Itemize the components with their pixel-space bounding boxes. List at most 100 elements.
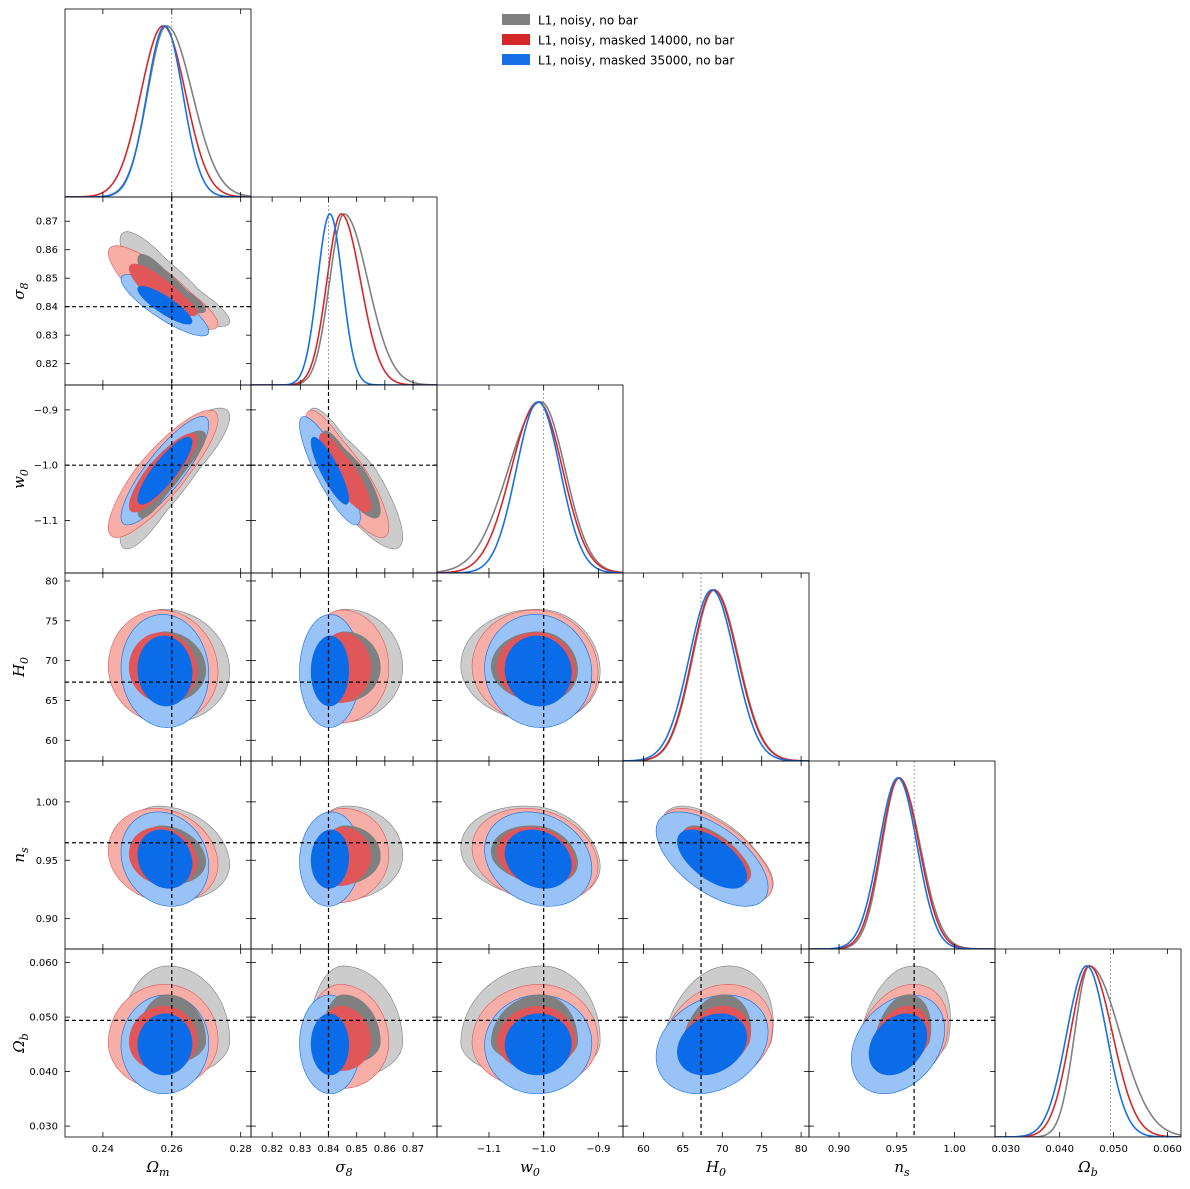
panel-content — [65, 573, 251, 761]
x-tick-label: 0.28 — [230, 1144, 252, 1155]
marginal-curve-2 — [437, 401, 623, 573]
panel-content — [65, 949, 251, 1137]
panel-w0-ns — [436, 760, 624, 950]
marginal-curve-1 — [65, 25, 251, 197]
y-tick-label: 0.84 — [36, 302, 58, 313]
panel-content — [809, 761, 995, 949]
panel-w0-H0 — [436, 572, 624, 762]
x-tick-label: 0.24 — [92, 1144, 114, 1155]
marginal-curve-0 — [809, 777, 995, 949]
y-tick-label: 0.90 — [36, 914, 58, 925]
panel-Ob: 0.030 0.040 0.050 0.060 — [991, 948, 1182, 1155]
marginal-curve-1 — [623, 589, 809, 761]
panel-content — [251, 573, 437, 761]
panel-s8-w0 — [250, 384, 438, 574]
legend: L1, noisy, no bar L1, noisy, masked 1400… — [502, 14, 734, 68]
x-tick-label: 0.87 — [402, 1144, 424, 1155]
y-tick-label: 0.86 — [36, 245, 58, 256]
x-tick-label: 1.00 — [943, 1144, 965, 1155]
y-tick-label: −0.9 — [34, 405, 58, 416]
panel-s8-Ob: 0.82 0.83 0.84 0.85 0.86 0.87 — [250, 948, 438, 1155]
panel-s8 — [250, 196, 438, 386]
panel-content — [251, 949, 437, 1137]
contour-1sigma-2 — [310, 1013, 350, 1076]
y-axis-label-Ob: Ωb — [10, 1033, 31, 1053]
y-tick-label: 65 — [45, 696, 58, 707]
y-tick-label: 60 — [45, 736, 58, 747]
panel-content — [623, 949, 809, 1137]
y-axis-label-sub: 0 — [18, 469, 31, 476]
legend-swatch-0 — [502, 14, 530, 25]
panel-content — [623, 761, 809, 949]
marginal-curve-1 — [437, 401, 623, 573]
y-axis-label-sub: 0 — [18, 657, 31, 664]
marginal-curve-1 — [995, 965, 1181, 1137]
x-tick-label: 0.060 — [1153, 1144, 1182, 1155]
panel-content — [809, 949, 995, 1137]
contour-1sigma-2 — [310, 829, 350, 889]
panel-Om-ns: 0.90 0.95 1.00 — [36, 760, 252, 950]
y-tick-label: 80 — [45, 576, 58, 587]
panel-frame — [994, 948, 1182, 1138]
panel-content — [437, 949, 623, 1137]
panel-content — [65, 385, 251, 573]
panel-w0 — [436, 384, 624, 574]
marginal-curve-0 — [995, 965, 1181, 1137]
x-tick-label: 75 — [755, 1144, 768, 1155]
marginal-curve-2 — [65, 25, 251, 197]
panel-H0-Ob: 60 65 70 75 80 — [622, 948, 810, 1155]
x-axis-label-Om: Ωm — [146, 1158, 170, 1179]
x-tick-label: 0.040 — [1045, 1144, 1074, 1155]
marginal-curve-2 — [809, 777, 995, 949]
panel-H0-ns — [622, 760, 810, 950]
contour-1sigma-2 — [677, 829, 748, 889]
y-axis-label-s8: σ8 — [10, 282, 31, 299]
y-tick-label: 0.060 — [29, 958, 58, 969]
x-axis-label-w0: w0 — [520, 1158, 540, 1179]
panel-s8-H0 — [250, 572, 438, 762]
y-axis-label-w0: w0 — [10, 469, 31, 489]
contour-1sigma-2 — [310, 635, 350, 707]
x-tick-label: −1.1 — [477, 1144, 501, 1155]
panel-ns — [808, 760, 996, 950]
x-tick-label: 65 — [677, 1144, 690, 1155]
panel-content — [623, 573, 809, 761]
y-tick-label: 1.00 — [36, 797, 58, 808]
y-tick-label: −1.0 — [34, 461, 58, 472]
contour-1sigma-1 — [319, 432, 371, 513]
panel-frame — [808, 760, 996, 950]
marginal-curve-0 — [65, 25, 251, 197]
legend-swatch-1 — [502, 34, 530, 45]
y-tick-label: 0.82 — [36, 359, 58, 370]
x-tick-label: 0.90 — [828, 1144, 850, 1155]
contour-1sigma-2 — [504, 635, 572, 707]
panel-content — [65, 9, 251, 197]
x-tick-label: 0.95 — [886, 1144, 908, 1155]
y-axis-label-sub: 8 — [18, 282, 31, 289]
x-axis-label-ns: ns — [894, 1158, 910, 1179]
panel-content — [251, 761, 437, 949]
panel-content — [65, 197, 251, 385]
panel-Om — [64, 8, 252, 198]
x-tick-label: 0.86 — [374, 1144, 396, 1155]
x-tick-label: 60 — [637, 1144, 650, 1155]
panel-ns-Ob: 0.90 0.95 1.00 — [808, 948, 996, 1155]
panel-s8-ns — [250, 760, 438, 950]
panel-content — [65, 761, 251, 949]
legend-label-2: L1, noisy, masked 35000, no bar — [538, 54, 734, 68]
y-axis-label-sub: s — [18, 847, 31, 853]
x-axis-label-H0: H0 — [705, 1158, 726, 1179]
contour-1sigma-2 — [310, 436, 350, 505]
y-tick-label: 0.85 — [36, 274, 58, 285]
contour-1sigma-2 — [868, 1013, 928, 1076]
contour-1sigma-2 — [137, 1013, 193, 1076]
contour-1sigma-2 — [137, 285, 193, 325]
panel-frame — [622, 572, 810, 762]
x-tick-label: 0.050 — [1099, 1144, 1128, 1155]
marginal-curve-0 — [437, 401, 623, 573]
legend-label-1: L1, noisy, masked 14000, no bar — [538, 34, 734, 48]
y-axis-label-sub: b — [18, 1033, 31, 1040]
x-tick-label: 0.030 — [991, 1144, 1020, 1155]
panel-content — [437, 573, 623, 761]
